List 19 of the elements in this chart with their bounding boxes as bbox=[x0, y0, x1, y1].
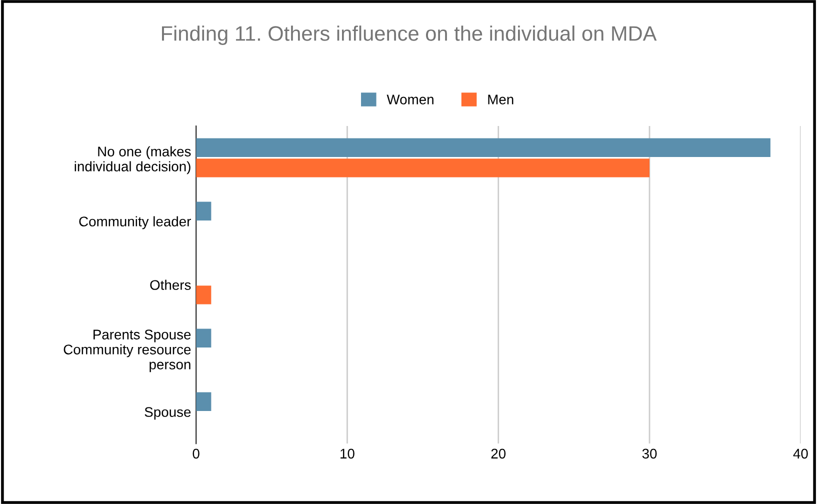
y-tick-label: Others bbox=[150, 280, 191, 290]
y-tick-label: Spouse bbox=[144, 407, 191, 420]
legend-label: Men bbox=[488, 94, 514, 104]
x-tick-label: 40 bbox=[793, 448, 808, 459]
bar bbox=[196, 202, 212, 220]
x-tick-label: 0 bbox=[192, 448, 200, 459]
y-tick-label: No one (makes individual decision) bbox=[74, 146, 191, 174]
x-tick-label: 30 bbox=[642, 448, 657, 459]
bar bbox=[196, 392, 212, 411]
bar bbox=[196, 328, 212, 348]
bar bbox=[196, 286, 212, 304]
legend-label: Women bbox=[386, 94, 434, 104]
chart-title: Finding 11. Others influence on the individual on MDA bbox=[162, 26, 657, 45]
x-tick-label: 20 bbox=[491, 448, 506, 459]
bar bbox=[196, 138, 770, 157]
y-tick-label: Community leader bbox=[79, 216, 191, 230]
bar bbox=[196, 158, 650, 178]
x-tick-label: 10 bbox=[340, 448, 354, 459]
y-tick-label: Parents Spouse Community resource person bbox=[64, 330, 191, 372]
